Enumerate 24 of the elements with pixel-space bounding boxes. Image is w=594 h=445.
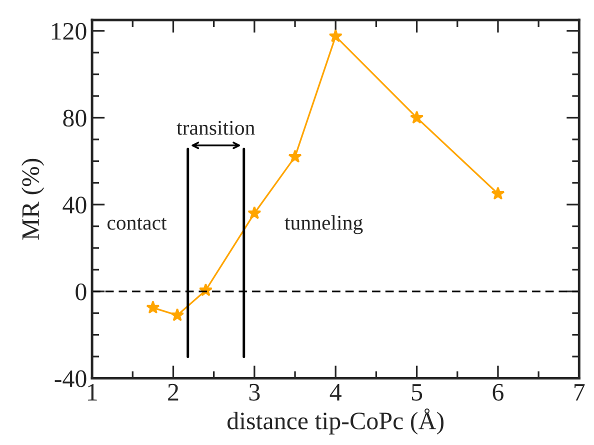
y-tick-label: 120 bbox=[52, 22, 86, 40]
y-tick-label: 40 bbox=[62, 196, 86, 214]
x-tick-label: 6 bbox=[492, 384, 504, 401]
annotation: contact bbox=[107, 218, 167, 230]
x-tick-label: 3 bbox=[249, 384, 260, 401]
point bbox=[146, 300, 160, 314]
y-axis-title: MR (%) bbox=[21, 158, 44, 240]
point bbox=[491, 186, 505, 200]
annotation: tunneling bbox=[284, 215, 363, 234]
point bbox=[410, 110, 424, 124]
point bbox=[248, 206, 262, 220]
x-tick-label: 4 bbox=[330, 384, 342, 400]
point bbox=[328, 29, 342, 42]
y-tick-label: -40 bbox=[54, 370, 86, 388]
y-tick-label: 80 bbox=[63, 110, 86, 127]
annotation: transition bbox=[176, 120, 255, 135]
x-tick-label: 7 bbox=[574, 384, 585, 400]
x-tick-label: 1 bbox=[88, 384, 97, 400]
x-tick-label: 2 bbox=[168, 384, 178, 400]
x-axis-title: distance tip-CoPc (Å) bbox=[228, 408, 444, 434]
y-tick-label: 0 bbox=[76, 283, 86, 300]
point bbox=[288, 150, 302, 163]
point bbox=[170, 308, 184, 322]
x-tick-label: 5 bbox=[412, 384, 422, 401]
